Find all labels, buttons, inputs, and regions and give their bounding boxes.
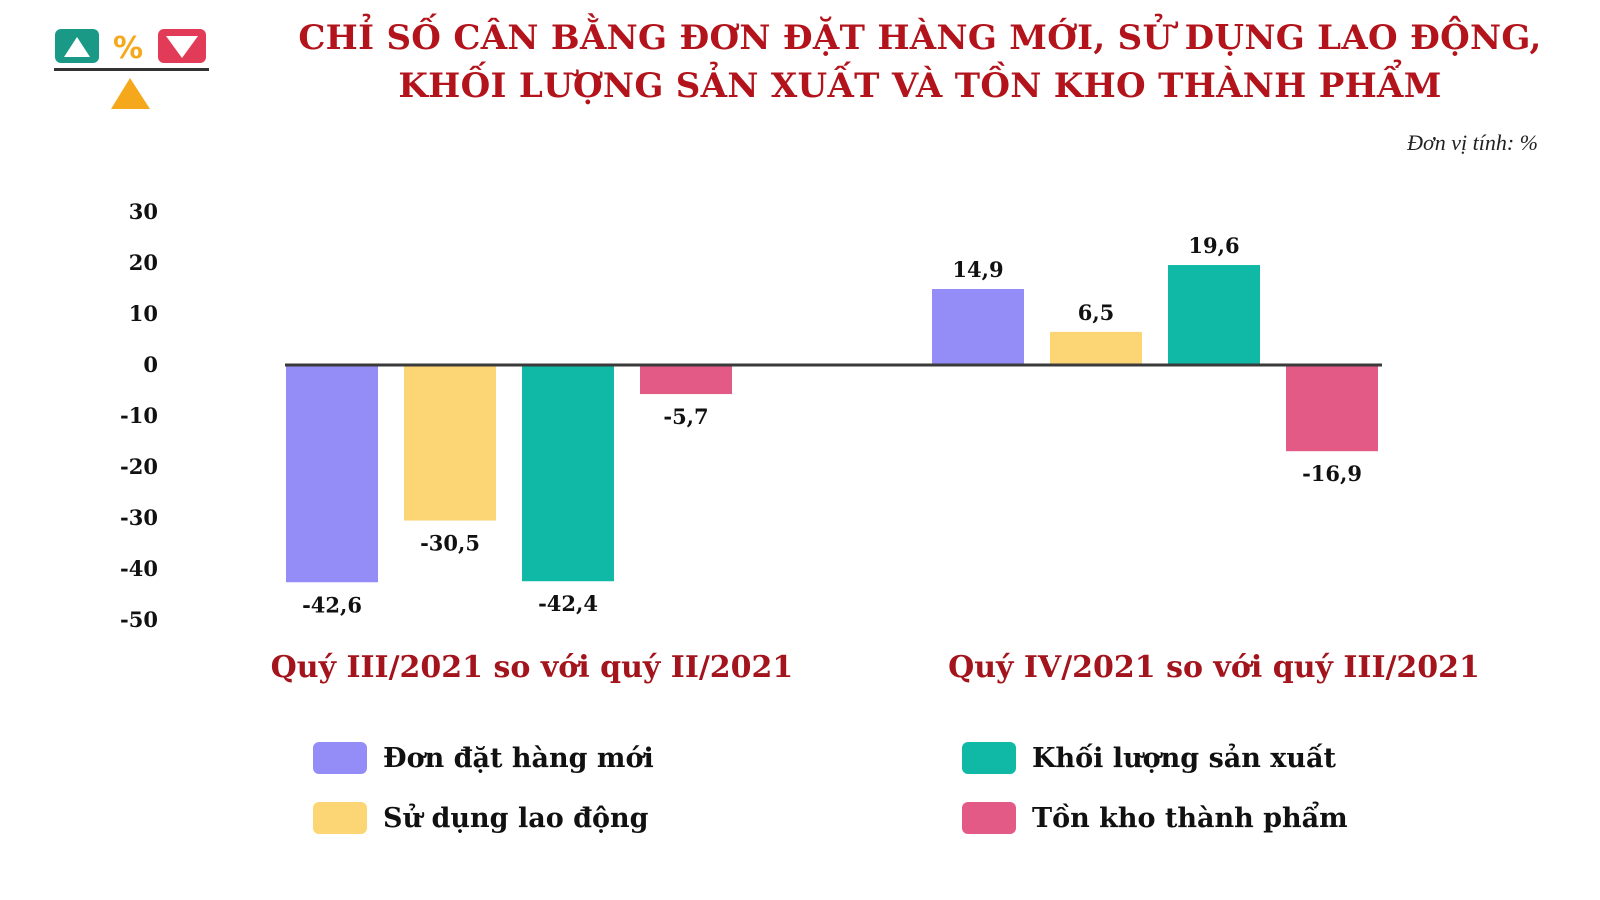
balance-logo-icon: % (54, 29, 209, 109)
legend-item: Khối lượng sản xuất (962, 740, 1336, 776)
y-tick-label: 0 (143, 352, 158, 377)
y-tick-label: -30 (120, 505, 158, 530)
bar (1050, 331, 1142, 365)
y-tick-label: -50 (120, 607, 158, 632)
chart-title-line-2: KHỐI LƯỢNG SẢN XUẤT VÀ TỒN KHO THÀNH PHẨ… (398, 66, 1442, 106)
y-tick-label: 10 (129, 301, 158, 326)
logo-up-triangle (64, 37, 90, 57)
bars (286, 265, 1378, 583)
y-tick-label: -10 (120, 403, 158, 428)
legend-swatch (313, 742, 367, 774)
bar (286, 365, 378, 583)
unit-label: Đơn vị tính: % (1407, 130, 1538, 155)
category-label: Quý IV/2021 so với quý III/2021 (948, 650, 1480, 685)
legend-swatch (313, 802, 367, 834)
bar (932, 289, 1024, 365)
logo-fulcrum-triangle (111, 78, 150, 109)
legend-label: Khối lượng sản xuất (1032, 742, 1336, 774)
legend-label: Sử dụng lao động (383, 802, 649, 834)
bar (1286, 365, 1378, 452)
category-labels: Quý III/2021 so với quý II/2021 Quý IV/20… (271, 650, 1480, 685)
chart-title-line-1: CHỈ SỐ CÂN BẰNG ĐƠN ĐẶT HÀNG MỚI, SỬ DỤN… (298, 18, 1542, 58)
y-tick-label: 30 (129, 199, 158, 224)
category-label: Quý III/2021 so với quý II/2021 (271, 650, 794, 685)
data-label: -42,6 (302, 592, 362, 617)
y-axis: 30 20 10 0 -10 -20 -30 -40 -50 (120, 199, 158, 632)
legend-item: Sử dụng lao động (313, 800, 649, 836)
legend-swatch (962, 742, 1016, 774)
data-label: 6,5 (1078, 300, 1115, 325)
bar (522, 365, 614, 582)
data-label: -16,9 (1302, 461, 1362, 486)
legend-label: Tồn kho thành phẩm (1032, 802, 1348, 834)
logo-percent-sign: % (113, 31, 143, 66)
legend-swatch (962, 802, 1016, 834)
data-label: 14,9 (952, 257, 1003, 282)
logo: % (50, 24, 220, 124)
y-tick-label: -20 (120, 454, 158, 479)
logo-balance-bar (54, 68, 209, 71)
bar (1168, 265, 1260, 365)
legend-label: Đơn đặt hàng mới (383, 742, 654, 774)
y-tick-label: -40 (120, 556, 158, 581)
data-labels: -42,6 14,9 -30,5 6,5 -42,4 19,6 -5,7 -16,9 (302, 233, 1362, 617)
bar (404, 365, 496, 521)
data-label: 19,6 (1188, 233, 1239, 258)
chart-title: CHỈ SỐ CÂN BẰNG ĐƠN ĐẶT HÀNG MỚI, SỬ DỤN… (270, 14, 1570, 110)
bar (640, 365, 732, 395)
legend-item: Tồn kho thành phẩm (962, 800, 1348, 836)
data-label: -5,7 (663, 404, 708, 429)
legend-item: Đơn đặt hàng mới (313, 740, 654, 776)
data-label: -42,4 (538, 591, 598, 616)
data-label: -30,5 (420, 531, 480, 556)
y-tick-label: 20 (129, 250, 158, 275)
logo-down-triangle (166, 36, 198, 58)
